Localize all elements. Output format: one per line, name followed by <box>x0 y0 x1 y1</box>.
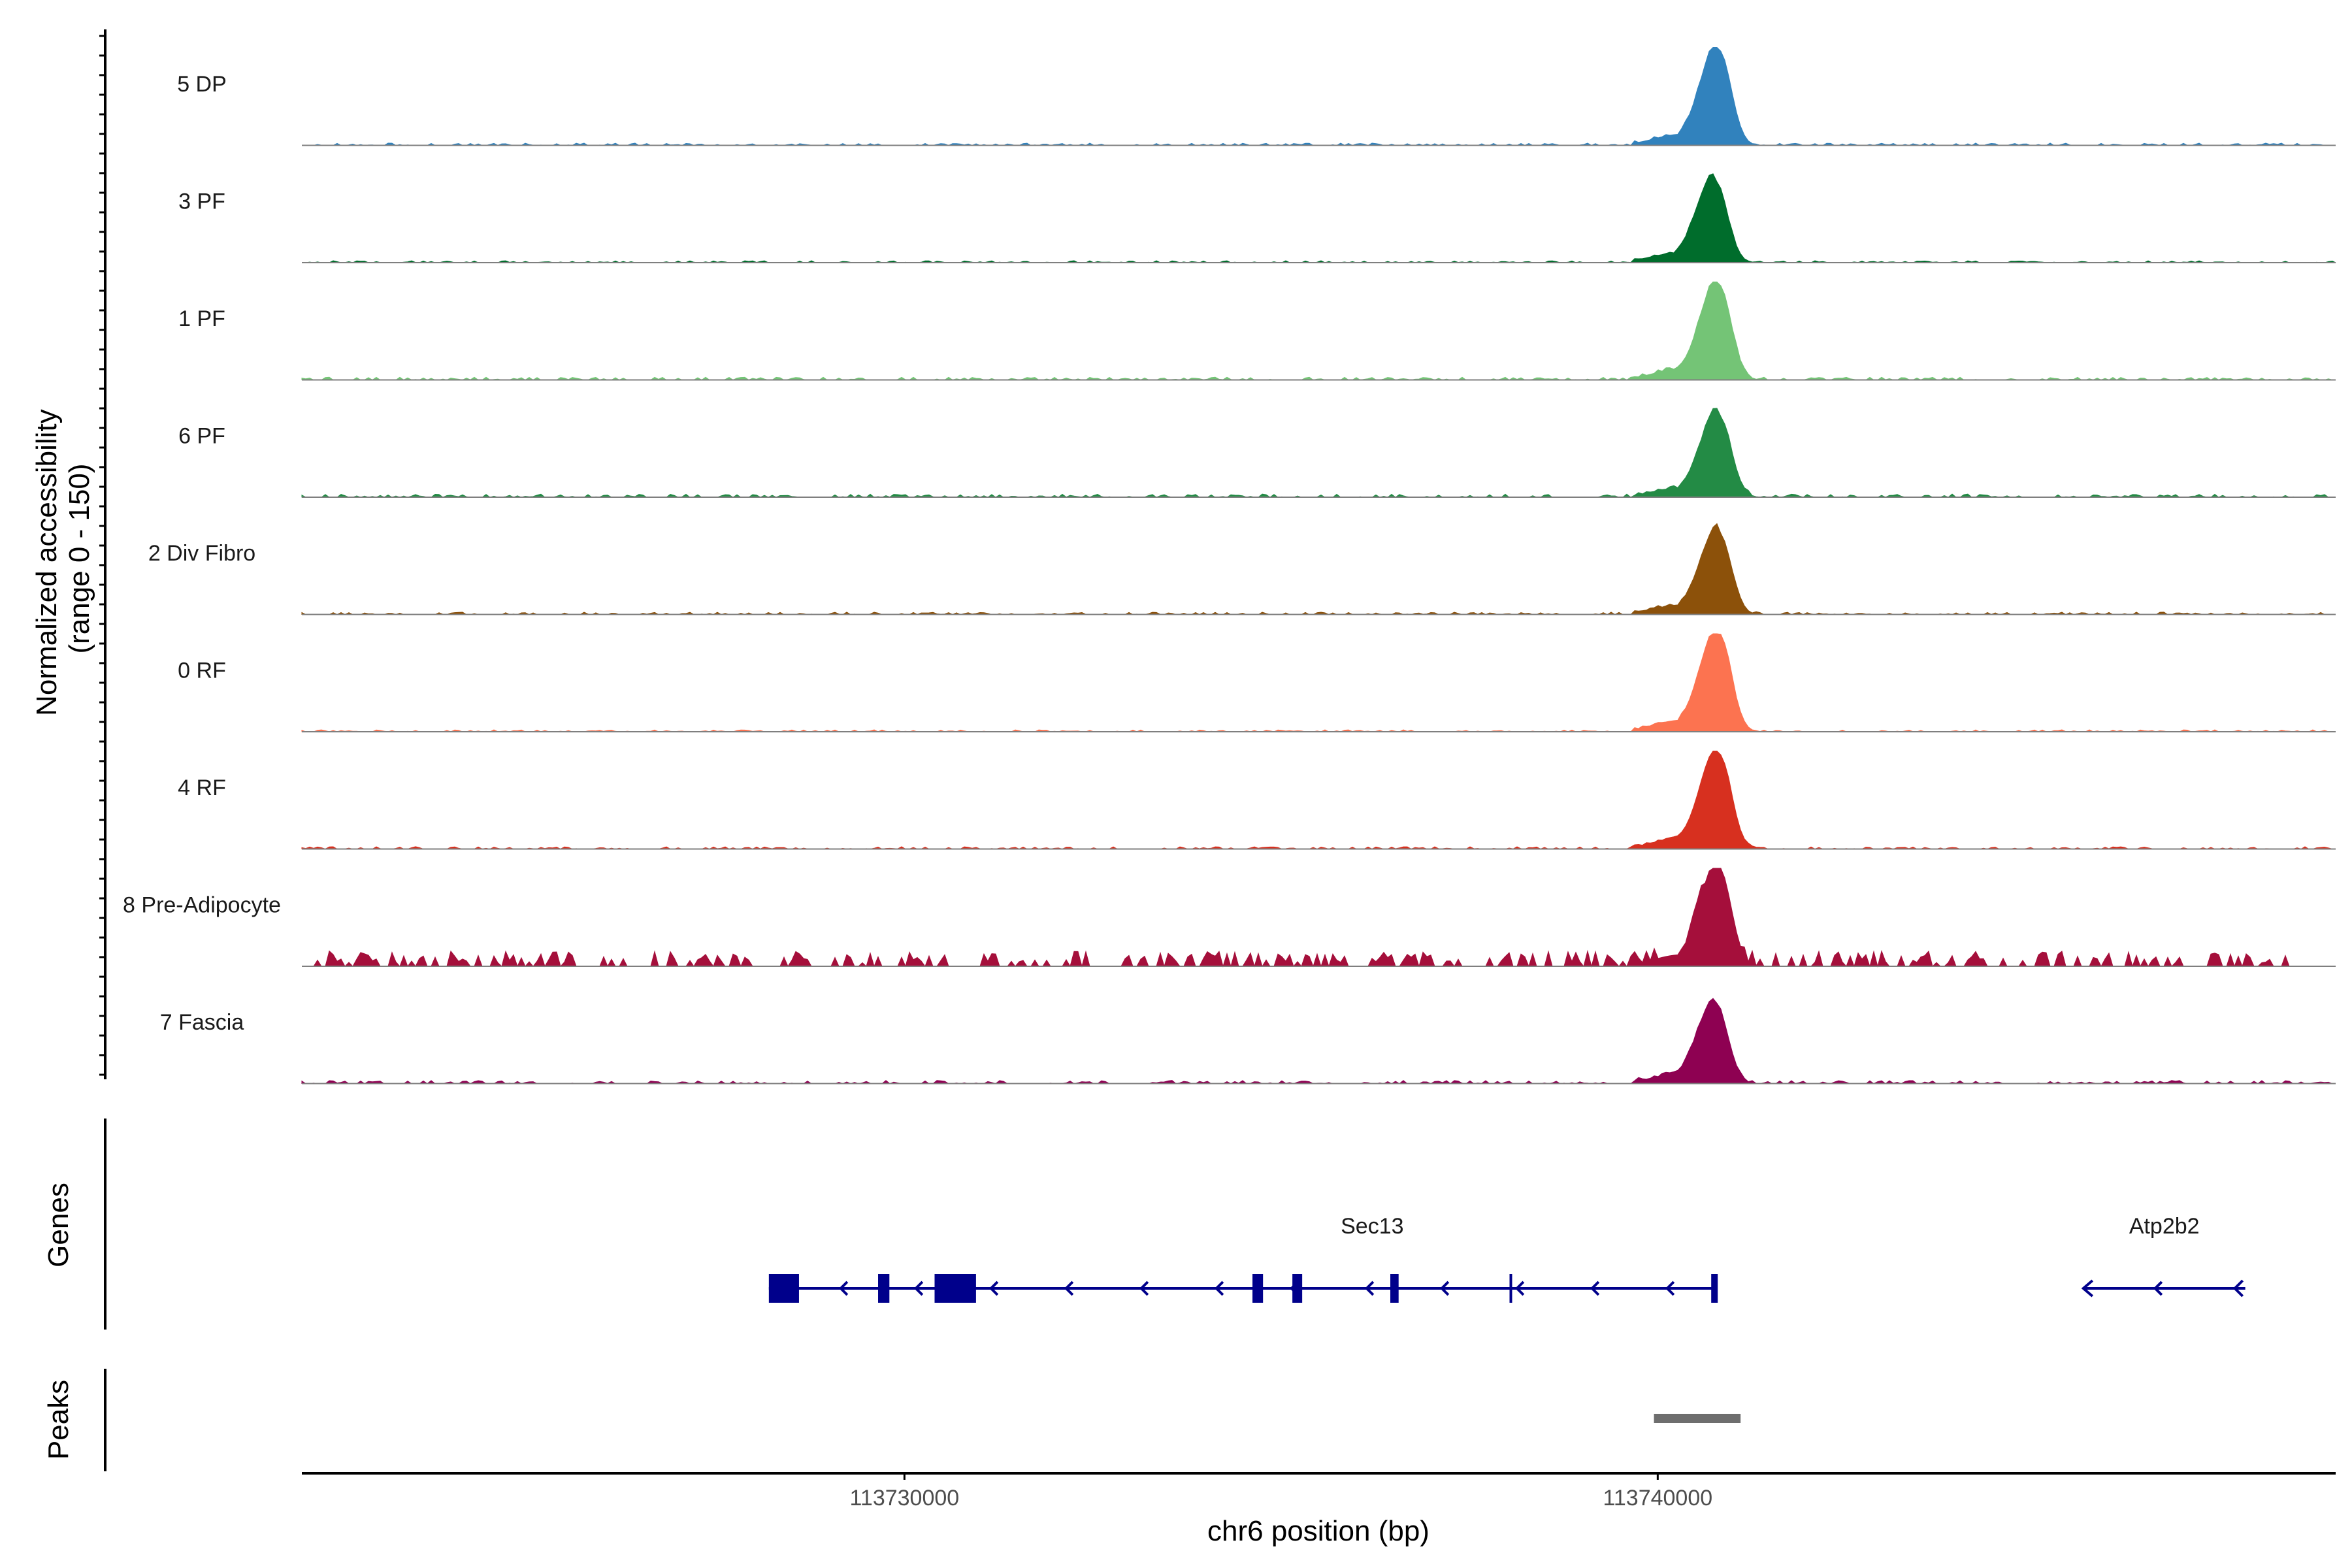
accessibility-area <box>301 282 2336 381</box>
exon <box>768 1274 799 1303</box>
strand-arrow <box>1590 1281 1600 1296</box>
track-label: 7 Fascia <box>160 1010 244 1035</box>
exon <box>934 1274 976 1303</box>
exon <box>1252 1274 1264 1303</box>
track-label: 2 Div Fibro <box>148 541 255 566</box>
strand-arrow <box>914 1281 924 1296</box>
coverage-y-ticks <box>99 35 105 1076</box>
strand-arrow <box>1665 1281 1675 1296</box>
strand-arrow <box>1215 1281 1224 1296</box>
x-axis: 113730000 113740000 chr6 position (bp) <box>302 1472 2336 1547</box>
y-axis-title-line-1: Normalized accessibility <box>31 409 63 715</box>
accessibility-area <box>302 47 2336 146</box>
peak-regions <box>1654 1414 1741 1423</box>
track-2-div-fibro: 2 Div Fibro <box>148 523 2336 615</box>
strand-arrow <box>989 1281 999 1296</box>
gene-label: Sec13 <box>1341 1214 1403 1239</box>
track-7-fascia: 7 Fascia <box>160 998 2336 1085</box>
accessibility-area <box>301 523 2336 615</box>
track-4-rf: 4 RF <box>178 751 2336 850</box>
genes-panel: Genes Sec13 Atp2b2 <box>42 1119 2246 1330</box>
x-axis-title: chr6 position (bp) <box>1207 1515 1429 1547</box>
track-6-pf: 6 PF <box>178 408 2336 498</box>
track-0-rf: 0 RF <box>178 633 2336 732</box>
exon <box>1390 1274 1399 1303</box>
peak-region <box>1654 1414 1741 1423</box>
exon <box>1292 1274 1303 1303</box>
coverage-panel: Normalized accessibility (range 0 - 150)… <box>31 29 2336 1085</box>
y-axis-title-line-2: (range 0 - 150) <box>63 463 95 653</box>
accessibility-area <box>302 173 2336 263</box>
y-axis-title: Normalized accessibility (range 0 - 150) <box>31 401 95 716</box>
genes-panel-label: Genes <box>42 1183 74 1267</box>
track-1-pf: 1 PF <box>178 282 2336 381</box>
track-8-pre-adipocyte: 8 Pre-Adipocyte <box>123 868 2336 968</box>
track-label: 5 DP <box>177 72 227 97</box>
gene-sec13: Sec13 <box>768 1214 1718 1303</box>
strand-arrow <box>1139 1281 1149 1296</box>
accessibility-area <box>301 633 2336 732</box>
track-label: 1 PF <box>178 306 225 331</box>
x-axis-ticks: 113730000 113740000 <box>850 1473 1712 1511</box>
track-label: 3 PF <box>178 189 225 214</box>
strand-arrow <box>1064 1281 1074 1296</box>
track-label: 6 PF <box>178 424 225 449</box>
accessibility-area <box>302 868 2336 968</box>
accessibility-area <box>301 751 2336 850</box>
gene-label: Atp2b2 <box>2129 1214 2200 1239</box>
strand-arrow <box>2153 1281 2163 1296</box>
track-5-dp: 5 DP <box>177 47 2336 146</box>
exon <box>1711 1274 1718 1303</box>
gene-models: Sec13 Atp2b2 <box>768 1214 2246 1303</box>
exon <box>878 1274 890 1303</box>
peaks-panel-label: Peaks <box>42 1380 74 1460</box>
track-label: 4 RF <box>178 776 226 800</box>
strand-arrow <box>1365 1281 1375 1296</box>
strand-arrow <box>1440 1281 1450 1296</box>
accessibility-area <box>301 998 2336 1085</box>
peaks-panel: Peaks <box>42 1369 1741 1471</box>
track-3-pf: 3 PF <box>178 173 2336 263</box>
track-label: 0 RF <box>178 659 226 683</box>
track-label: 8 Pre-Adipocyte <box>123 893 281 918</box>
gene-atp2b2: Atp2b2 <box>2081 1214 2246 1298</box>
strand-arrow <box>1515 1281 1525 1296</box>
x-tick-label: 113740000 <box>1603 1486 1712 1511</box>
x-tick-label: 113730000 <box>850 1486 960 1511</box>
accessibility-tracks: 5 DP 3 PF 1 PF 6 PF 2 Div Fibro 0 RF 4 RF 8 Pre… <box>123 47 2336 1085</box>
accessibility-area <box>301 408 2336 498</box>
strand-arrow <box>839 1281 849 1296</box>
strand-arrow <box>2081 1279 2094 1298</box>
strand-arrow <box>2232 1279 2244 1298</box>
